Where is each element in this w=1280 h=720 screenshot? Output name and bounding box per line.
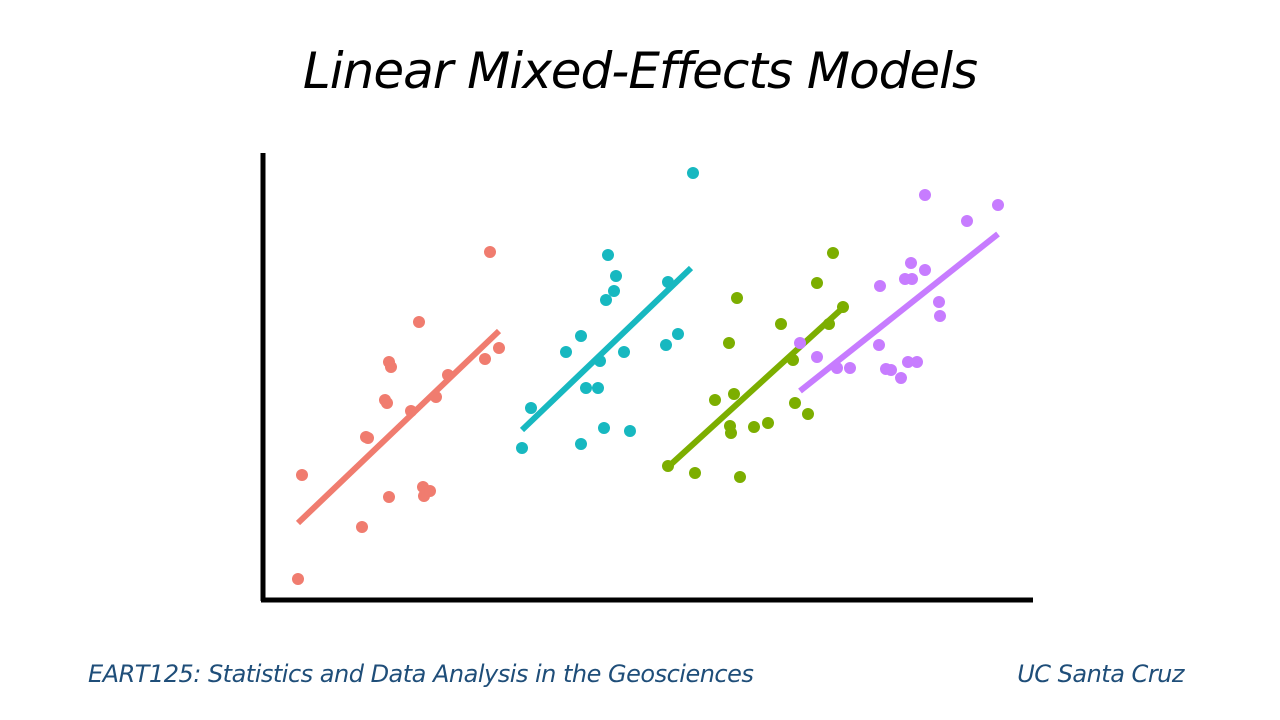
data-point <box>919 189 931 201</box>
data-point <box>919 264 931 276</box>
data-point <box>687 167 699 179</box>
data-point <box>525 402 537 414</box>
data-point <box>992 199 1004 211</box>
data-point <box>479 353 491 365</box>
data-point <box>895 372 907 384</box>
data-point <box>906 273 918 285</box>
data-point <box>362 432 374 444</box>
data-point <box>802 408 814 420</box>
institution-footer: UC Santa Cruz <box>1017 660 1184 688</box>
data-point <box>413 316 425 328</box>
data-point <box>356 521 368 533</box>
data-point <box>598 422 610 434</box>
slide-title: Linear Mixed-Effects Models <box>302 42 978 100</box>
data-point <box>728 388 740 400</box>
data-point <box>383 491 395 503</box>
data-point <box>709 394 721 406</box>
data-point <box>618 346 630 358</box>
data-point <box>610 270 622 282</box>
data-point <box>811 351 823 363</box>
data-point <box>580 382 592 394</box>
data-point <box>608 285 620 297</box>
data-point <box>660 339 672 351</box>
data-point <box>794 337 806 349</box>
data-point <box>575 438 587 450</box>
data-point <box>592 382 604 394</box>
course-footer: EART125: Statistics and Data Analysis in… <box>88 660 754 688</box>
data-point <box>905 257 917 269</box>
data-point <box>296 469 308 481</box>
data-point <box>600 294 612 306</box>
data-point <box>873 339 885 351</box>
data-point <box>731 292 743 304</box>
data-point <box>292 573 304 585</box>
data-point <box>672 328 684 340</box>
data-point <box>911 356 923 368</box>
group-1-series <box>292 246 505 585</box>
data-point <box>725 427 737 439</box>
data-point <box>885 364 897 376</box>
data-point <box>811 277 823 289</box>
data-point <box>874 280 886 292</box>
group-2-series <box>516 167 699 454</box>
fit-line <box>665 302 849 470</box>
data-point <box>484 246 496 258</box>
series-layer <box>292 167 1004 585</box>
data-point <box>602 249 614 261</box>
data-point <box>516 442 528 454</box>
data-point <box>933 296 945 308</box>
group-4-series <box>794 189 1004 394</box>
fit-line <box>519 265 694 433</box>
data-point <box>827 247 839 259</box>
data-point <box>775 318 787 330</box>
data-point <box>560 346 572 358</box>
data-point <box>902 356 914 368</box>
data-point <box>762 417 774 429</box>
data-point <box>424 485 436 497</box>
data-point <box>385 361 397 373</box>
data-point <box>575 330 587 342</box>
data-point <box>493 342 505 354</box>
data-point <box>624 425 636 437</box>
data-point <box>734 471 746 483</box>
data-point <box>789 397 801 409</box>
fit-line <box>798 231 1000 394</box>
data-point <box>844 362 856 374</box>
group-3-series <box>662 247 849 483</box>
data-point <box>381 397 393 409</box>
data-point <box>723 337 735 349</box>
data-point <box>934 310 946 322</box>
data-point <box>961 215 973 227</box>
data-point <box>689 467 701 479</box>
data-point <box>748 421 760 433</box>
fit-line <box>295 328 502 526</box>
